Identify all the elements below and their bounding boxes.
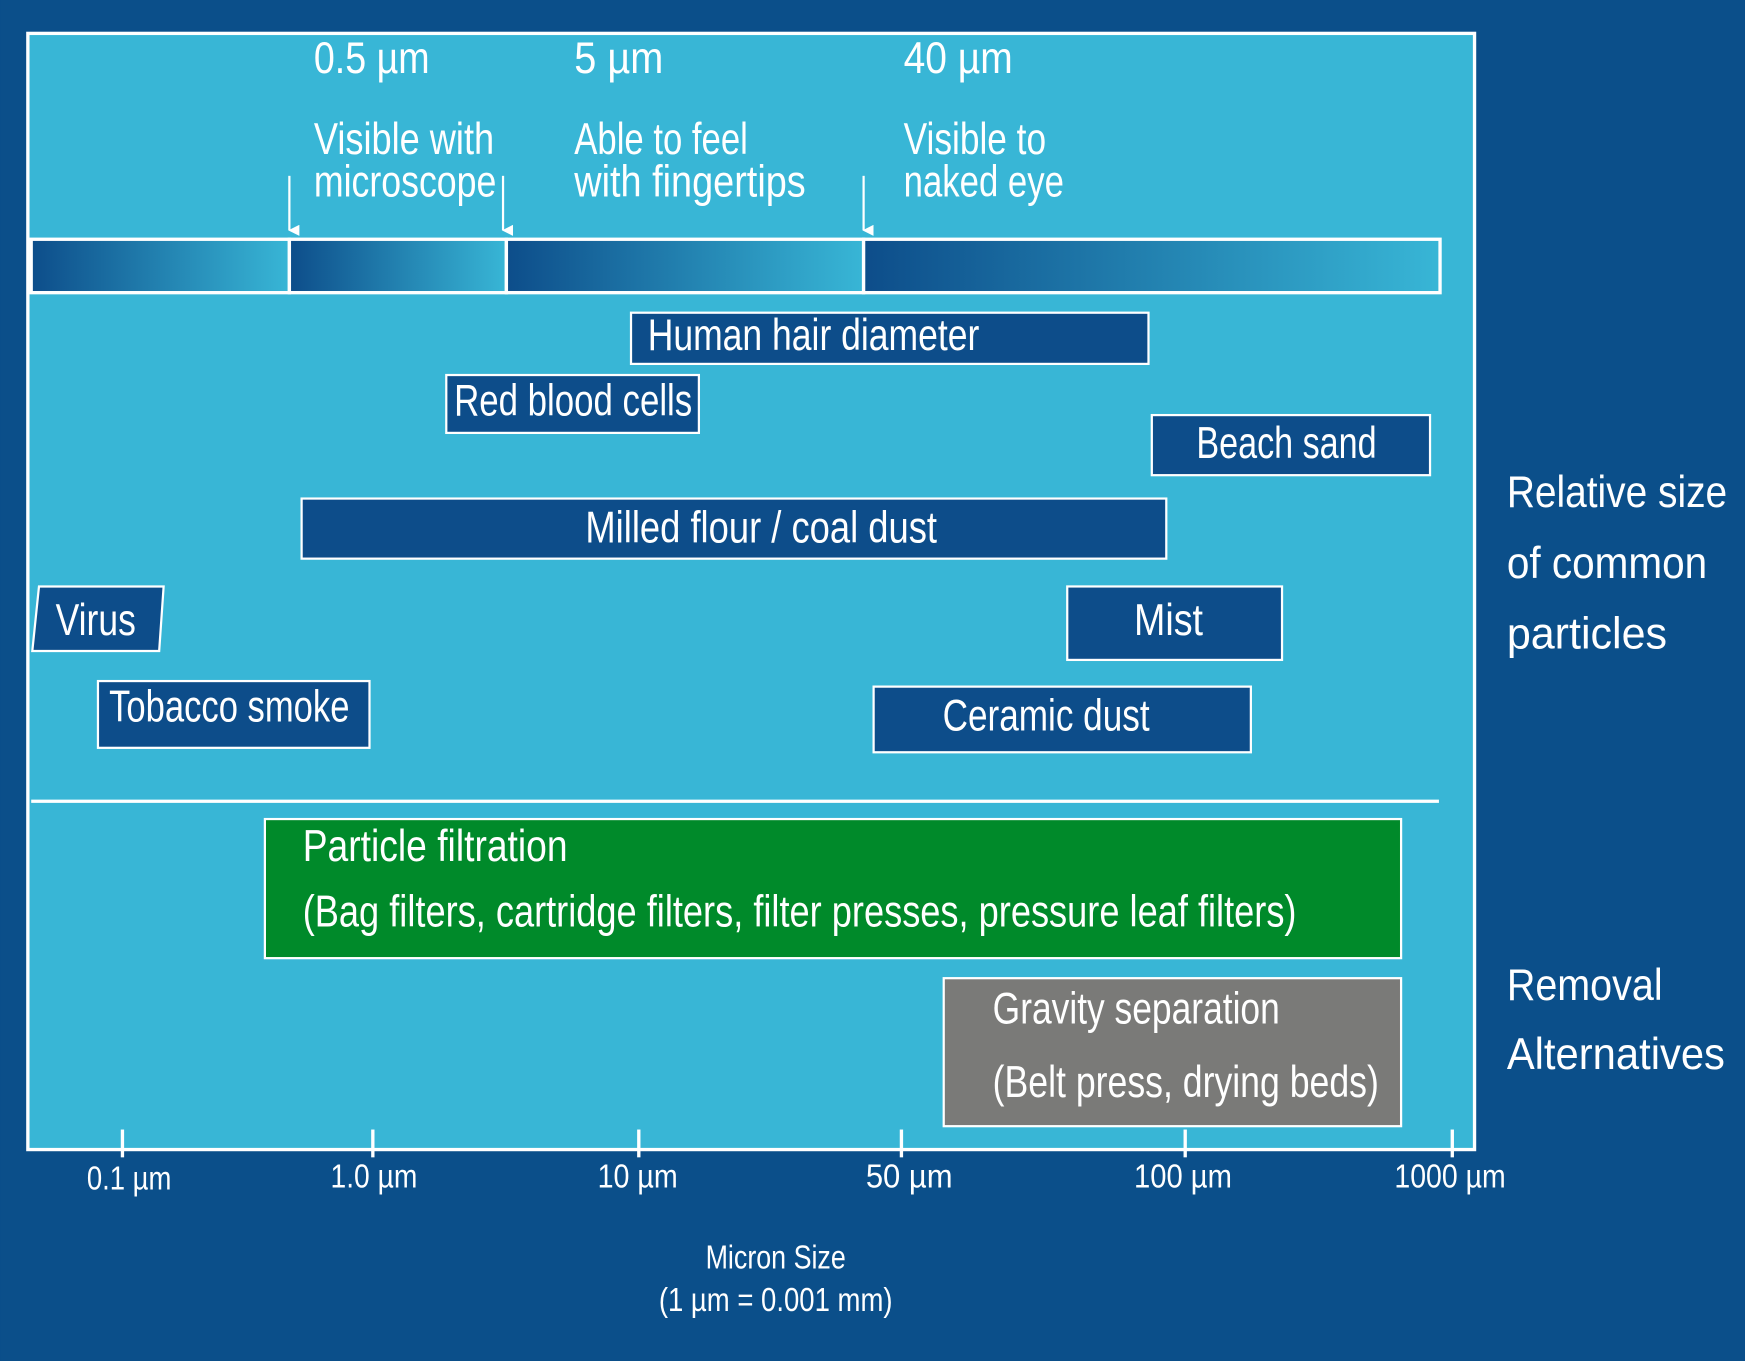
removal-detail: (Bag filters, cartridge filters, filter … xyxy=(303,888,1297,937)
tick-label: 100 µm xyxy=(1134,1158,1232,1195)
tick-label: 50 µm xyxy=(866,1158,953,1195)
particle-box xyxy=(96,679,371,749)
particle-box xyxy=(300,497,1168,560)
threshold-size: 0.5 µm xyxy=(314,34,430,83)
particle-label: Red blood cells xyxy=(454,377,692,426)
side-label: particles xyxy=(1507,609,1667,658)
removal-title: Gravity separation xyxy=(993,984,1280,1033)
side-label: of common xyxy=(1507,539,1707,588)
particle-label: Tobacco smoke xyxy=(109,683,349,732)
side-label: Relative size xyxy=(1507,468,1727,517)
threshold-label: naked eye xyxy=(904,157,1064,206)
removal-detail: (Belt press, drying beds) xyxy=(993,1058,1379,1107)
threshold-size: 40 µm xyxy=(904,34,1013,83)
threshold-label: with fingertips xyxy=(573,157,805,206)
threshold-label: Able to feel xyxy=(574,115,748,164)
removal-box xyxy=(263,817,1403,960)
axis-title: (1 µm = 0.001 mm) xyxy=(659,1282,893,1319)
particle-label: Virus xyxy=(56,596,136,645)
threshold-label: microscope xyxy=(314,157,497,206)
scale-segment xyxy=(287,237,509,295)
particle-label: Milled flour / coal dust xyxy=(585,504,937,553)
arrows xyxy=(288,175,874,236)
axis-ticks xyxy=(120,1129,1454,1158)
particle-box xyxy=(629,311,1150,366)
particle-box xyxy=(1066,585,1284,662)
particle-box xyxy=(872,685,1252,754)
particle-label: Human hair diameter xyxy=(648,311,980,360)
particle-label: Ceramic dust xyxy=(943,692,1150,741)
particle-label: Mist xyxy=(1134,596,1204,645)
scale-segment xyxy=(861,237,1442,295)
particle-box xyxy=(31,585,165,653)
scale-segment xyxy=(504,237,866,295)
scale-bar xyxy=(29,237,1442,295)
threshold-label: Visible with xyxy=(314,115,494,164)
particle-box xyxy=(1150,413,1432,477)
particle-box xyxy=(445,373,701,435)
scale-segment xyxy=(29,237,292,295)
axis-title: Micron Size xyxy=(706,1240,846,1277)
tick-label: 10 µm xyxy=(598,1158,678,1195)
removal-box xyxy=(942,977,1403,1128)
side-label: Alternatives xyxy=(1507,1030,1725,1079)
tick-label: 1000 µm xyxy=(1394,1158,1505,1195)
tick-label: 1.0 µm xyxy=(331,1158,418,1195)
threshold-size: 5 µm xyxy=(574,34,663,83)
removal-title: Particle filtration xyxy=(303,822,568,871)
threshold-label: Visible to xyxy=(904,115,1046,164)
particle-label: Beach sand xyxy=(1196,419,1376,468)
side-label: Removal xyxy=(1507,961,1663,1010)
tick-label: 0.1 µm xyxy=(87,1161,172,1198)
